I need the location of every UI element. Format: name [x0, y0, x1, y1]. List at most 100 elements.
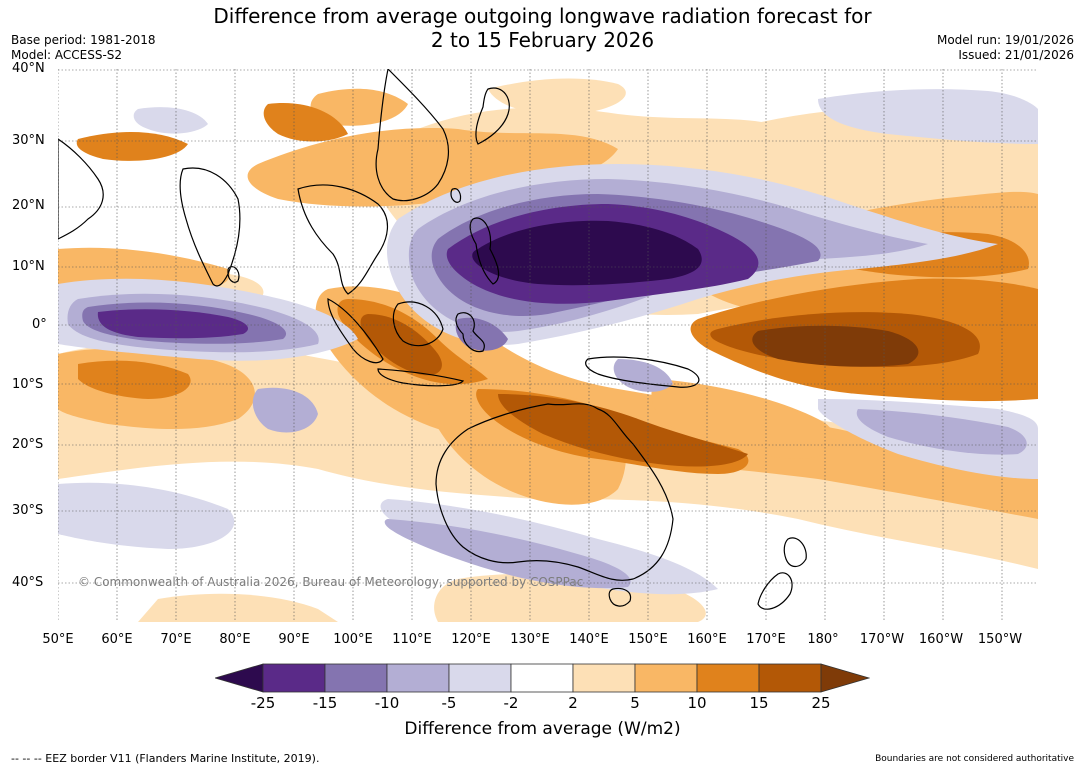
coastline-tasmania [608, 587, 632, 607]
coastline-new-zealand-north [783, 537, 807, 568]
anomaly-region-p15-25 [498, 394, 748, 467]
colorbar-cell-neg10-neg5 [386, 663, 450, 693]
anomaly-region-neg10-neg5 [613, 359, 673, 392]
coastline-new-zealand-south [757, 572, 793, 610]
lon-label-60e: 60°E [101, 632, 133, 647]
lat-label-20s: 20°S [12, 437, 44, 452]
olr-anomaly-map [58, 69, 1038, 622]
colorbar-cell-10-15 [696, 663, 760, 693]
lat-label-20n: 20°N [12, 198, 45, 213]
anomaly-region-p15-25 [360, 314, 442, 376]
lon-label-160w: 160°W [918, 632, 964, 647]
anomaly-region-p10-15 [76, 132, 188, 161]
anomaly-region-neg25-neg15 [97, 309, 248, 339]
coastline-new-guinea [585, 356, 700, 388]
lon-label-100e: 100°E [333, 632, 373, 647]
lon-label-50e: 50°E [42, 632, 74, 647]
colorbar-tick-neg2: -2 [503, 694, 519, 712]
colorbar-cell-5-10 [634, 663, 698, 693]
model-text: Model: ACCESS-S2 [11, 48, 123, 62]
coastline-java [377, 368, 465, 387]
anomaly-region-lt-neg25 [472, 220, 702, 286]
anomaly-region-gt25 [752, 325, 919, 367]
coastline-sumatra [327, 298, 384, 364]
colorbar-tick-10: 10 [687, 694, 707, 712]
colorbar-tick-neg10: -10 [374, 694, 400, 712]
colorbar-cell-neg2-2 [510, 663, 574, 693]
colorbar-cell-neg5-neg2 [448, 663, 512, 693]
meta-right: Model run: 19/01/2026 Issued: 21/01/2026 [937, 33, 1074, 63]
coastline-borneo [392, 301, 444, 347]
boundaries-disclaimer: Boundaries are not considered authoritat… [875, 754, 1074, 764]
lon-label-150e: 150°E [628, 632, 668, 647]
coastline-india [179, 167, 241, 287]
map-title: Difference from average outgoing longwav… [0, 4, 1085, 52]
anomaly-region-neg15-neg10 [455, 317, 508, 351]
lat-label-equator: 0° [32, 317, 47, 332]
coastline-indochina [297, 184, 388, 295]
copyright-notice: © Commonwealth of Australia 2026, Bureau… [78, 575, 584, 589]
coastline-japan [475, 87, 510, 145]
coastline-sulawesi [455, 312, 485, 353]
coastlines [58, 69, 807, 610]
title-line-2: 2 to 15 February 2026 [430, 28, 655, 52]
anomaly-region-neg10-neg5 [856, 409, 1027, 455]
colorbar-tick-neg25: -25 [250, 694, 276, 712]
lon-label-110e: 110°E [392, 632, 432, 647]
colorbar-tick-25: 25 [811, 694, 831, 712]
colorbar-cell-lt-neg25 [215, 663, 264, 693]
colorbar-label: Difference from average (W/m2) [404, 719, 681, 739]
lat-label-40n: 40°N [12, 61, 45, 76]
colorbar-cell-15-25 [758, 663, 822, 693]
base-period-text: Base period: 1981-2018 [11, 33, 156, 47]
lon-label-90e: 90°E [278, 632, 310, 647]
coastline-sri-lanka [227, 266, 240, 283]
lat-label-10n: 10°N [12, 259, 45, 274]
colorbar-tick-neg5: -5 [441, 694, 457, 712]
anomaly-lt-neg25-regions [472, 220, 702, 286]
anomaly-region-p2-5 [138, 593, 338, 622]
graticule [58, 69, 1038, 622]
title-line-1: Difference from average outgoing longwav… [213, 4, 872, 28]
colorbar-tick-5: 5 [630, 694, 640, 712]
coastline-arabia-africa [58, 138, 104, 240]
lat-label-40s: 40°S [12, 575, 44, 590]
colorbar-cell-gt25 [820, 663, 870, 693]
colorbar-cell-neg15-neg10 [324, 663, 388, 693]
lon-label-140e: 140°E [569, 632, 609, 647]
lon-label-180: 180° [807, 632, 839, 647]
anomaly-region-neg10-neg5 [252, 387, 318, 433]
lat-label-30s: 30°S [12, 503, 44, 518]
meta-left: Base period: 1981-2018 Model: ACCESS-S2 [11, 33, 156, 63]
lon-label-160e: 160°E [687, 632, 727, 647]
lon-label-170e: 170°E [746, 632, 786, 647]
lon-label-80e: 80°E [219, 632, 251, 647]
coastline-taiwan [450, 188, 462, 203]
colorbar-cell-neg25-neg15 [262, 663, 326, 693]
colorbar-legend [215, 663, 870, 693]
lon-label-170w: 170°W [859, 632, 905, 647]
colorbar-tick-neg15: -15 [312, 694, 338, 712]
anomaly-region-p2-5 [488, 78, 626, 115]
issued-text: Issued: 21/01/2026 [958, 48, 1074, 62]
anomaly-gt25-regions [752, 325, 919, 367]
map-panel [58, 69, 1038, 622]
colorbar-tick-15: 15 [749, 694, 769, 712]
lon-label-130e: 130°E [510, 632, 550, 647]
coastline-east-asia [375, 69, 450, 202]
model-run-text: Model run: 19/01/2026 [936, 33, 1074, 47]
eez-border-note: -- -- -- EEZ border V11 (Flanders Marine… [11, 752, 320, 765]
lon-label-150w: 150°W [977, 632, 1023, 647]
lon-label-70e: 70°E [160, 632, 192, 647]
colorbar-cell-2-5 [572, 663, 636, 693]
colorbar-tick-2: 2 [568, 694, 578, 712]
anomaly-region-p10-15 [78, 360, 191, 399]
anomaly-region-neg5-neg2 [818, 89, 1038, 144]
anomaly-region-neg10-neg5 [384, 519, 631, 589]
lat-label-10s: 10°S [12, 377, 44, 392]
coastline-philippines [469, 217, 500, 285]
anomaly-region-p10-15 [263, 103, 348, 142]
anomaly-region-neg5-neg2 [133, 107, 208, 134]
anomaly-region-neg5-neg2 [58, 482, 235, 549]
coastline-australia [435, 403, 674, 581]
